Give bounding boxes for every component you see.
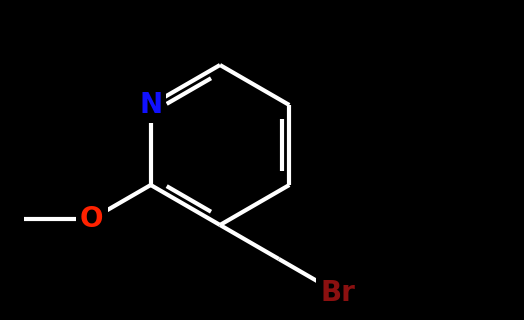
Text: Br: Br — [320, 279, 355, 307]
Text: N: N — [139, 91, 162, 119]
Text: O: O — [80, 205, 104, 233]
